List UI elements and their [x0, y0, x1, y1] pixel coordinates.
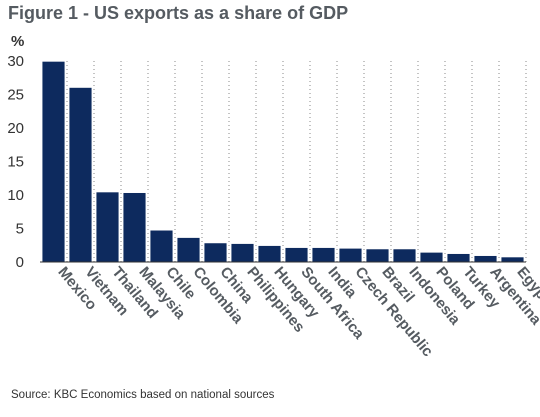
bar-chart: 051015202530MexicoVietnamThailandMalaysi…	[7, 53, 540, 360]
bar-argentina	[474, 255, 497, 262]
bar-malaysia	[123, 192, 146, 262]
bar-czech-republic	[339, 248, 362, 262]
y-tick-label: 15	[7, 154, 24, 171]
y-tick-label: 25	[7, 87, 24, 104]
y-tick-label: 5	[16, 221, 24, 238]
y-tick-label: 20	[7, 120, 24, 137]
bar-egypt	[501, 257, 524, 262]
y-tick-label: 0	[16, 254, 24, 271]
bar-mexico	[42, 61, 65, 262]
bar-hungary	[258, 245, 281, 262]
chart-title: Figure 1 - US exports as a share of GDP	[8, 3, 349, 23]
y-tick-label: 30	[7, 53, 24, 70]
source-note: Source: KBC Economics based on national …	[11, 389, 275, 401]
bar-chile	[150, 230, 173, 262]
bar-thailand	[96, 192, 119, 262]
bar-india	[312, 247, 335, 262]
y-axis-unit-label: %	[11, 33, 25, 50]
bar-china	[204, 243, 227, 262]
bar-south-africa	[285, 247, 308, 262]
y-tick-label: 10	[7, 187, 24, 204]
bar-philippines	[231, 243, 254, 262]
bar-vietnam	[69, 87, 92, 262]
bar-poland	[420, 252, 443, 262]
bar-brazil	[366, 249, 389, 262]
bar-turkey	[447, 253, 470, 262]
bar-colombia	[177, 237, 200, 262]
bar-indonesia	[393, 249, 416, 262]
